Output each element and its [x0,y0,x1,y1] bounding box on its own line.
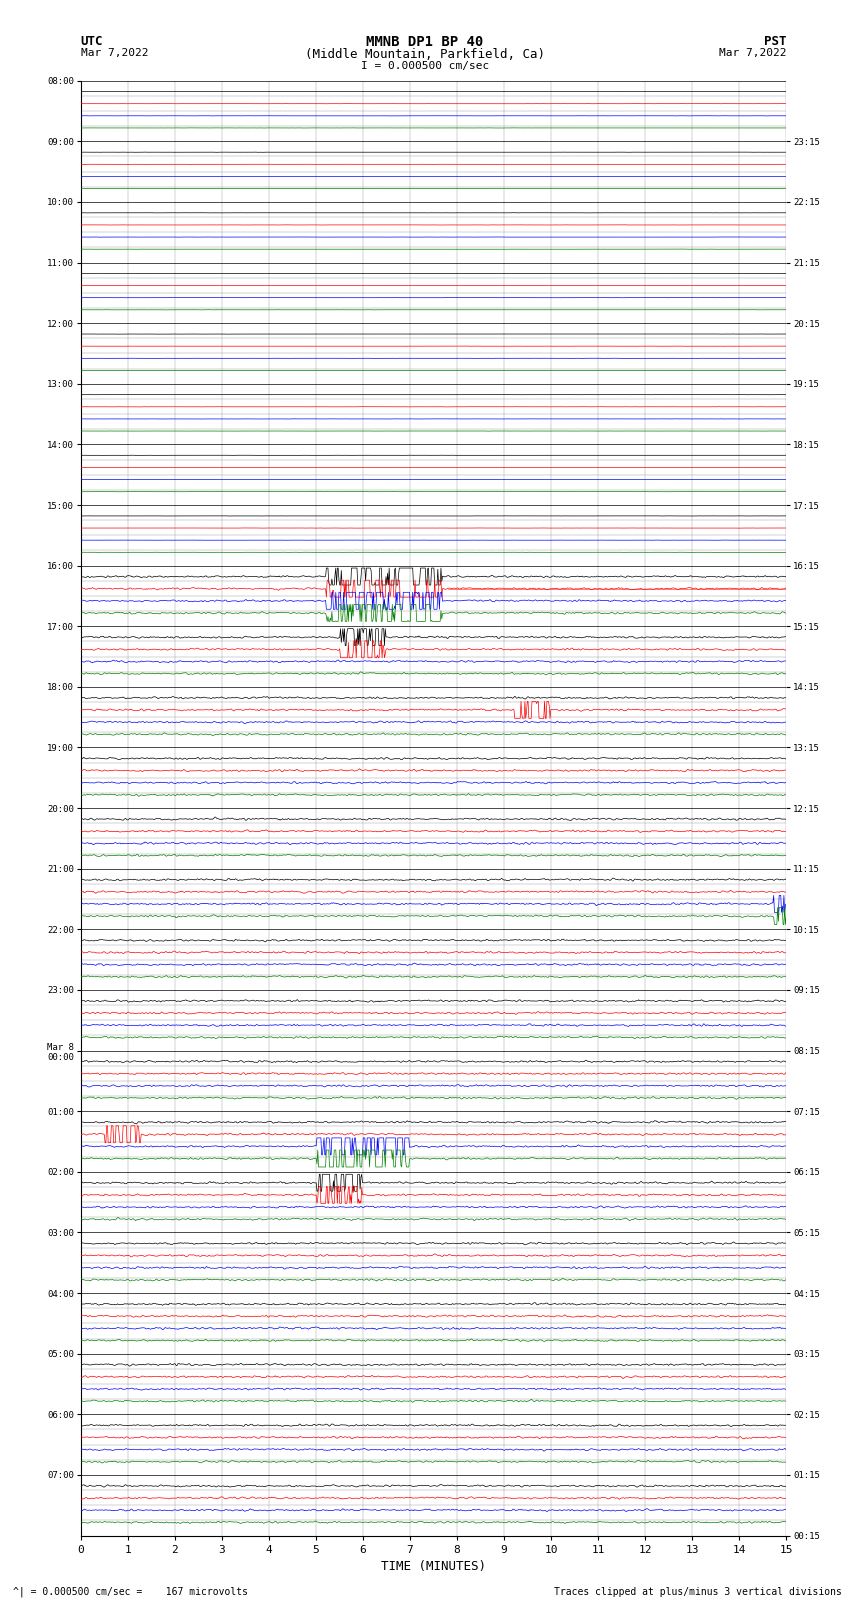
Text: Mar 7,2022: Mar 7,2022 [719,48,786,58]
Text: UTC: UTC [81,35,103,48]
Text: I = 0.000500 cm/sec: I = 0.000500 cm/sec [361,61,489,71]
Text: ^| = 0.000500 cm/sec =    167 microvolts: ^| = 0.000500 cm/sec = 167 microvolts [13,1586,247,1597]
Text: Mar 7,2022: Mar 7,2022 [81,48,148,58]
Text: MMNB DP1 BP 40: MMNB DP1 BP 40 [366,35,484,50]
Text: (Middle Mountain, Parkfield, Ca): (Middle Mountain, Parkfield, Ca) [305,48,545,61]
Text: Traces clipped at plus/minus 3 vertical divisions: Traces clipped at plus/minus 3 vertical … [553,1587,842,1597]
Text: PST: PST [764,35,786,48]
X-axis label: TIME (MINUTES): TIME (MINUTES) [381,1560,486,1573]
